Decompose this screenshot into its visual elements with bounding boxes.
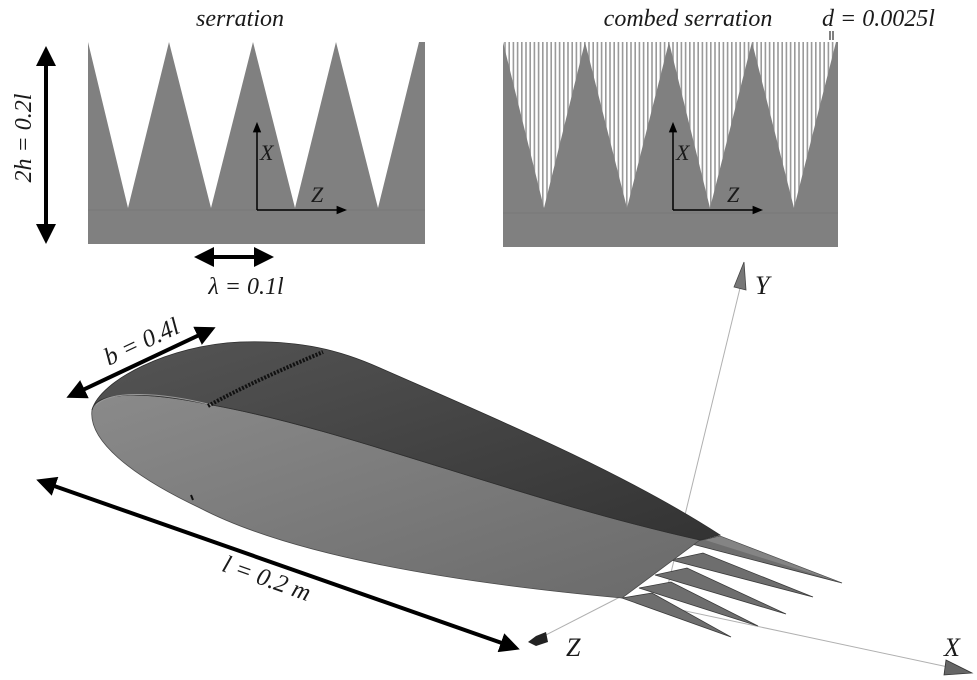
combed-serration-shape xyxy=(503,42,838,247)
airfoil-upper-surface xyxy=(91,341,721,541)
chord-dimension-arrow xyxy=(36,476,520,653)
span-dimension-arrow xyxy=(66,326,216,399)
z-axis-arrowhead xyxy=(528,632,548,646)
serration-panel: serration X Z 2h = 0.2l λ = 0.1l xyxy=(11,6,425,300)
serration-x-axis-label: X xyxy=(259,140,275,165)
comb-spacing-label: d = 0.0025l xyxy=(822,6,935,32)
trailing-edge-serrations xyxy=(620,535,843,638)
spanwise-trip-line xyxy=(207,350,324,408)
y-axis-arrowhead xyxy=(733,261,747,291)
serration-inset-axes: X Z xyxy=(252,121,348,215)
combed-inset-axes: X Z xyxy=(668,121,764,215)
main-x-axis-label: X xyxy=(943,633,961,662)
main-y-axis-label: Y xyxy=(755,271,772,300)
wavelength-dimension-label: λ = 0.1l xyxy=(207,274,284,300)
main-z-axis-label: Z xyxy=(566,633,581,662)
combed-x-axis-label: X xyxy=(675,140,691,165)
serration-title: serration xyxy=(196,6,284,32)
height-dimension-label: 2h = 0.2l xyxy=(11,93,37,182)
combed-serration-title: combed serration xyxy=(604,6,773,32)
serration-z-axis-label: Z xyxy=(311,182,324,207)
x-axis-arrowhead xyxy=(943,659,974,676)
main-z-axis-line xyxy=(539,596,621,639)
combed-serration-panel: combed serration d = 0.0025l X Z xyxy=(503,6,935,247)
airfoil-3d-view: b = 0.4l l = 0.2 m Y X Z xyxy=(36,261,974,676)
combed-z-axis-label: Z xyxy=(727,182,740,207)
